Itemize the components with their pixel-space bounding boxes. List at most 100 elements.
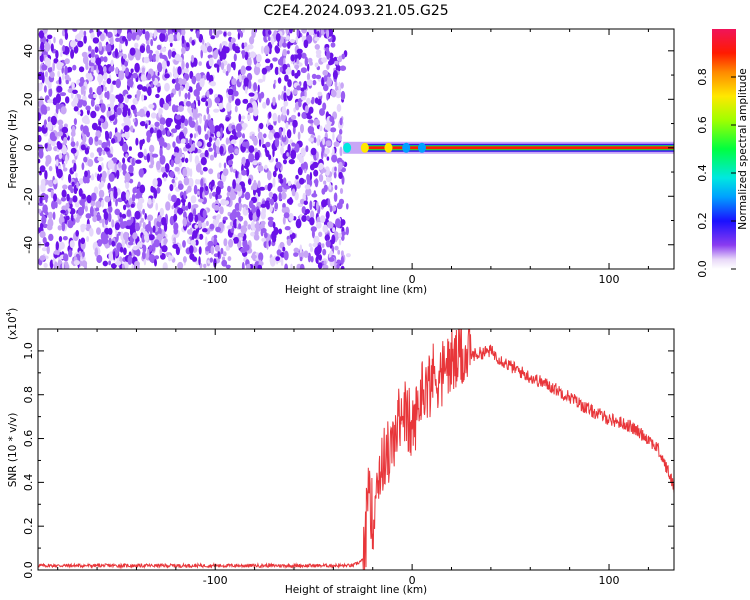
noise-blob (58, 76, 62, 85)
noise-blob (240, 65, 246, 76)
noise-blob (306, 215, 310, 221)
noise-blob (322, 248, 327, 256)
noise-blob (332, 70, 338, 80)
noise-blob (313, 235, 320, 245)
noise-blob (50, 189, 54, 194)
noise-blob (44, 41, 48, 48)
noise-blob (299, 158, 304, 164)
noise-blob (69, 240, 75, 249)
noise-blob (195, 178, 199, 185)
noise-blob (326, 93, 329, 101)
noise-blob (87, 74, 94, 82)
noise-blob (134, 210, 141, 220)
snr-scale-label: (x104) (5, 308, 19, 340)
noise-blob (286, 238, 292, 246)
noise-blob (318, 254, 322, 261)
noise-blob (317, 262, 323, 269)
noise-blob (306, 79, 313, 86)
noise-blob (101, 141, 108, 149)
noise-blob (213, 238, 218, 246)
noise-blob (135, 249, 141, 257)
noise-blob (124, 60, 129, 67)
noise-blob (227, 31, 232, 37)
noise-blob (242, 133, 245, 140)
noise-blob (128, 241, 134, 246)
noise-blob (177, 105, 184, 112)
noise-blob (246, 167, 250, 177)
noise-blob (61, 189, 67, 198)
noise-blob (293, 252, 299, 257)
noise-blob (267, 30, 272, 35)
noise-blob (268, 111, 272, 119)
noise-blob (288, 29, 293, 34)
noise-blob (244, 158, 250, 168)
noise-blob (272, 112, 278, 122)
noise-blob (85, 59, 88, 68)
noise-blob (81, 116, 88, 124)
noise-blob (175, 198, 181, 206)
noise-blob (225, 137, 230, 145)
noise-blob (78, 178, 84, 185)
noise-blob (283, 250, 289, 261)
noise-blob (42, 204, 48, 214)
noise-blob (301, 52, 307, 59)
noise-blob (275, 33, 281, 42)
snr-xtick-label: -100 (203, 574, 228, 587)
noise-blob (48, 179, 54, 187)
heatmap-xlabel: Height of straight line (km) (285, 284, 427, 296)
noise-blob (273, 83, 276, 89)
noise-blob (200, 97, 207, 103)
noise-blob (293, 247, 300, 253)
noise-blob (55, 50, 59, 59)
noise-blob (240, 247, 247, 254)
noise-blob (251, 29, 256, 39)
noise-blob (109, 131, 113, 138)
noise-blob (164, 82, 170, 92)
noise-blob (319, 108, 325, 116)
noise-blob (109, 146, 114, 156)
noise-blob (104, 147, 110, 152)
noise-blob (197, 99, 201, 107)
colorbar-tick-label: 0.6 (696, 116, 709, 134)
noise-blob (338, 161, 343, 170)
noise-blob (238, 223, 242, 230)
noise-blob (91, 122, 98, 131)
noise-blob (48, 165, 53, 172)
noise-blob (274, 66, 279, 76)
noise-blob (336, 103, 342, 113)
noise-blob (138, 197, 145, 204)
noise-blob (181, 34, 185, 44)
noise-blob (39, 170, 42, 176)
noise-blob (177, 261, 184, 269)
noise-blob (111, 240, 116, 247)
noise-blob (173, 208, 178, 216)
signal-node (343, 142, 352, 153)
noise-blob (64, 74, 70, 81)
noise-blob (152, 53, 157, 63)
noise-blob (213, 108, 220, 113)
noise-blob (44, 56, 49, 66)
noise-blob (243, 42, 248, 47)
noise-blob (198, 233, 204, 240)
heatmap-ytick-label: 20 (22, 92, 35, 106)
noise-blob (272, 170, 277, 178)
noise-blob (119, 246, 124, 253)
noise-blob (315, 74, 322, 80)
noise-blob (346, 203, 349, 210)
noise-blob (137, 181, 141, 188)
noise-blob (154, 255, 160, 260)
noise-blob (287, 41, 291, 49)
noise-blob (184, 92, 188, 100)
noise-blob (322, 102, 327, 111)
noise-blob (231, 93, 235, 101)
noise-blob (320, 168, 327, 173)
noise-blob (222, 251, 227, 257)
noise-blob (86, 236, 90, 242)
noise-blob (324, 147, 330, 155)
noise-blob (263, 133, 267, 139)
noise-blob (173, 152, 179, 157)
noise-blob (285, 29, 289, 35)
noise-blob (336, 202, 343, 210)
noise-blob (188, 116, 193, 124)
noise-blob (336, 219, 342, 229)
